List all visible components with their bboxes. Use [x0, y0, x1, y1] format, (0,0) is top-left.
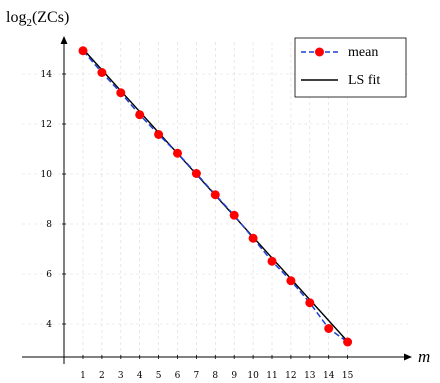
- x-tick-label: 3: [118, 371, 124, 381]
- y-axis-arrow: [60, 36, 68, 44]
- x-tick-label: 8: [212, 371, 218, 381]
- y-axis-label: log2(ZCs): [6, 9, 69, 29]
- mean-point: [210, 190, 220, 200]
- y-axis-label-rest: (ZCs): [32, 9, 69, 26]
- mean-point: [343, 337, 353, 347]
- series: [78, 46, 353, 347]
- mean-point: [154, 130, 164, 139]
- mean-point: [305, 298, 315, 308]
- mean-point: [116, 88, 126, 98]
- x-axis-arrow: [404, 353, 412, 361]
- x-tick-label: 9: [231, 371, 237, 381]
- x-axis-label: m: [418, 347, 430, 366]
- legend-box: [294, 37, 407, 98]
- mean-point: [324, 324, 334, 333]
- mean-point: [97, 68, 107, 77]
- mean-point: [248, 233, 258, 243]
- x-tick-label: 6: [175, 371, 181, 381]
- x-tick-label: 1: [80, 371, 86, 381]
- x-tick-label: 14: [323, 371, 335, 381]
- y-axis-label-main: log: [6, 9, 26, 26]
- mean-point: [173, 148, 182, 158]
- mean-point: [191, 169, 201, 178]
- mean-point: [267, 256, 277, 266]
- y-tick-label: 8: [46, 220, 52, 230]
- legend-mean-label: mean: [348, 45, 378, 60]
- mean-point: [286, 276, 296, 286]
- y-tick-label: 6: [46, 270, 52, 280]
- legend-fit-label: LS fit: [348, 73, 380, 88]
- x-tick-label: 4: [137, 371, 143, 381]
- mean-point: [229, 210, 239, 220]
- y-axis-label-sub: 2: [26, 17, 32, 29]
- x-tick-label: 10: [247, 371, 259, 381]
- x-tick-label: 2: [99, 371, 105, 381]
- x-tick-label: 11: [266, 371, 277, 381]
- mean-point: [78, 46, 88, 56]
- mean-point: [135, 110, 145, 120]
- y-tick-label: 10: [41, 170, 53, 180]
- legend: mean LS fit: [294, 37, 407, 98]
- x-tick-label: 12: [285, 371, 296, 381]
- x-tick-label: 5: [156, 371, 162, 381]
- y-tick-label: 4: [46, 320, 52, 330]
- mean-line: [82, 50, 349, 343]
- grid: [22, 42, 408, 357]
- x-tick-label: 7: [194, 371, 200, 381]
- x-tick-label: 15: [342, 371, 354, 381]
- y-tick-label: 14: [41, 70, 53, 80]
- y-tick-label: 12: [41, 120, 52, 130]
- legend-mean-marker: [315, 47, 324, 57]
- x-tick-label: 13: [304, 371, 316, 381]
